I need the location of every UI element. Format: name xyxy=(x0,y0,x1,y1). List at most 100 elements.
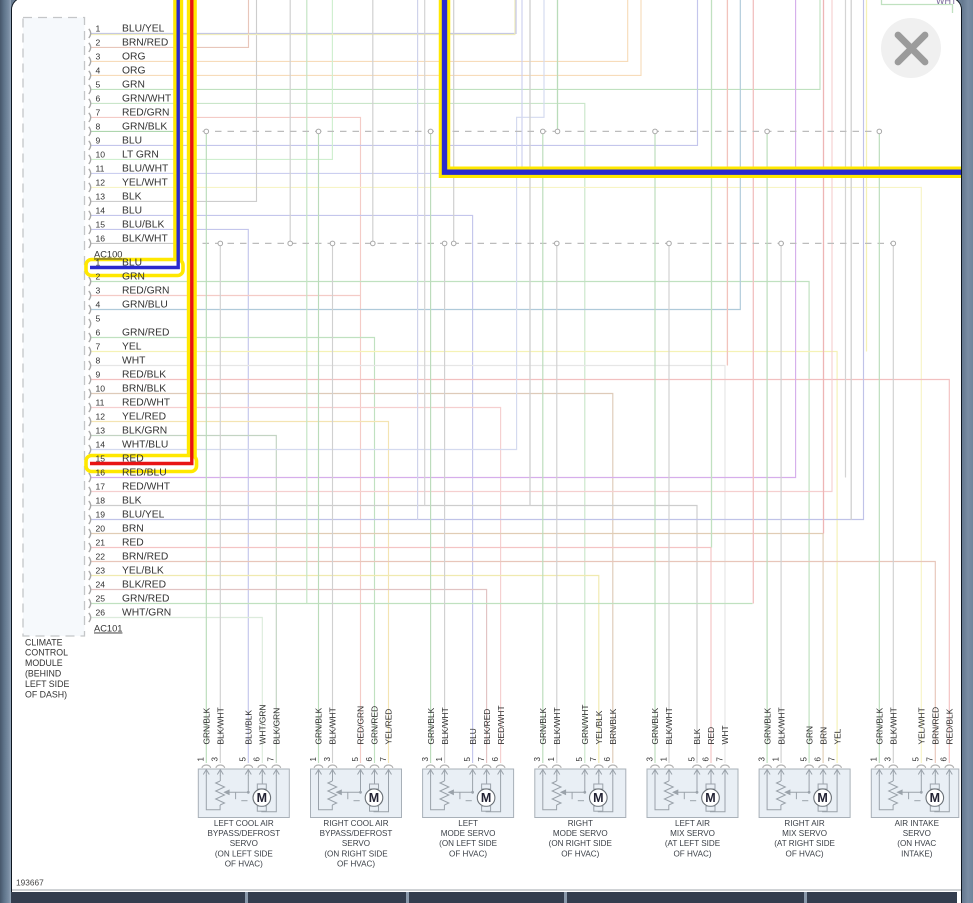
svg-text:BLU: BLU xyxy=(122,257,142,268)
svg-text:ORG: ORG xyxy=(122,51,145,62)
svg-text:3: 3 xyxy=(421,756,430,761)
svg-text:RED: RED xyxy=(706,726,716,744)
svg-text:BRN/RED: BRN/RED xyxy=(122,551,168,562)
svg-text:WHT: WHT xyxy=(122,355,146,366)
svg-text:LT GRN: LT GRN xyxy=(122,149,159,160)
svg-text:BLK/RED: BLK/RED xyxy=(122,579,166,590)
svg-text:5: 5 xyxy=(911,756,920,761)
svg-text:RED/GRN: RED/GRN xyxy=(122,107,169,118)
svg-text:GRN/BLK: GRN/BLK xyxy=(313,707,323,744)
svg-text:9: 9 xyxy=(95,135,100,145)
svg-text:RED/BLK: RED/BLK xyxy=(122,369,166,380)
svg-text:M: M xyxy=(817,791,827,805)
svg-text:BLU/YEL: BLU/YEL xyxy=(122,23,165,34)
svg-text:6: 6 xyxy=(939,756,948,761)
svg-text:7: 7 xyxy=(827,756,836,761)
svg-text:GRN/BLK: GRN/BLK xyxy=(122,121,167,132)
svg-text:7: 7 xyxy=(95,341,100,351)
svg-text:21: 21 xyxy=(95,537,105,547)
svg-text:GRN/BLK: GRN/BLK xyxy=(201,707,211,744)
svg-text:MIX SERVO: MIX SERVO xyxy=(670,829,715,838)
svg-text:(AT LEFT SIDE: (AT LEFT SIDE xyxy=(664,839,720,848)
svg-text:MIX SERVO: MIX SERVO xyxy=(782,829,827,838)
svg-text:CONTROL: CONTROL xyxy=(25,647,68,657)
svg-text:BLU: BLU xyxy=(122,135,142,146)
svg-text:1: 1 xyxy=(95,257,100,267)
svg-text:YEL: YEL xyxy=(832,728,842,744)
svg-text:20: 20 xyxy=(95,523,105,533)
svg-text:RIGHT: RIGHT xyxy=(567,818,592,827)
svg-text:YEL/BLK: YEL/BLK xyxy=(122,565,164,576)
svg-text:1: 1 xyxy=(659,756,668,761)
svg-text:MODULE: MODULE xyxy=(25,658,63,668)
svg-text:7: 7 xyxy=(925,756,934,761)
svg-text:(AT RIGHT SIDE: (AT RIGHT SIDE xyxy=(774,839,835,848)
svg-text:11: 11 xyxy=(95,397,104,407)
svg-text:ORG: ORG xyxy=(122,65,145,76)
svg-text:RED: RED xyxy=(122,537,144,548)
svg-text:BLK/WHT: BLK/WHT xyxy=(664,707,674,744)
svg-text:16: 16 xyxy=(95,467,105,477)
svg-text:YEL: YEL xyxy=(122,341,142,352)
svg-text:WHT/GRN: WHT/GRN xyxy=(257,704,267,744)
svg-text:193667: 193667 xyxy=(16,877,44,887)
svg-text:19: 19 xyxy=(95,509,105,519)
svg-text:14: 14 xyxy=(95,439,105,449)
svg-text:OF HVAC): OF HVAC) xyxy=(449,849,487,858)
svg-text:M: M xyxy=(929,791,939,805)
svg-text:2: 2 xyxy=(95,37,100,47)
svg-text:5: 5 xyxy=(95,313,100,323)
svg-text:(ON HVAC: (ON HVAC xyxy=(897,839,936,848)
svg-text:10: 10 xyxy=(95,383,105,393)
svg-text:RED/BLK: RED/BLK xyxy=(944,708,954,744)
svg-text:GRN/BLU: GRN/BLU xyxy=(122,299,168,310)
svg-text:RED/WHT: RED/WHT xyxy=(122,397,171,408)
svg-text:GRN: GRN xyxy=(122,271,145,282)
svg-text:1: 1 xyxy=(435,756,444,761)
svg-text:OF HVAC): OF HVAC) xyxy=(561,849,599,858)
svg-text:1: 1 xyxy=(547,756,556,761)
svg-text:LEFT COOL AIR: LEFT COOL AIR xyxy=(213,818,273,827)
svg-text:BLK/WHT: BLK/WHT xyxy=(327,707,337,744)
svg-text:11: 11 xyxy=(95,163,104,173)
svg-text:22: 22 xyxy=(95,551,105,561)
svg-text:8: 8 xyxy=(95,355,100,365)
svg-text:YEL/RED: YEL/RED xyxy=(122,411,166,422)
svg-text:YEL/WHT: YEL/WHT xyxy=(122,177,168,188)
svg-text:BLK/GRN: BLK/GRN xyxy=(122,425,167,436)
svg-text:BRN: BRN xyxy=(122,523,144,534)
svg-text:3: 3 xyxy=(757,756,766,761)
svg-text:BLK: BLK xyxy=(122,191,142,202)
svg-text:(BEHIND: (BEHIND xyxy=(25,668,61,678)
svg-text:GRN/BLK: GRN/BLK xyxy=(874,707,884,744)
svg-text:RED/WHT: RED/WHT xyxy=(122,481,171,492)
svg-text:RED/GRN: RED/GRN xyxy=(355,705,365,744)
svg-text:6: 6 xyxy=(364,756,373,761)
svg-text:6: 6 xyxy=(252,756,261,761)
svg-text:BRN/RED: BRN/RED xyxy=(930,706,940,744)
svg-text:7: 7 xyxy=(266,756,275,761)
svg-text:16: 16 xyxy=(95,233,105,243)
svg-text:18: 18 xyxy=(95,495,105,505)
svg-text:M: M xyxy=(368,791,378,805)
svg-text:BLK/RED: BLK/RED xyxy=(481,708,491,744)
svg-text:GRN/BLK: GRN/BLK xyxy=(538,707,548,744)
svg-text:BLU/YEL: BLU/YEL xyxy=(122,509,165,520)
svg-text:1: 1 xyxy=(95,23,100,33)
svg-text:(ON LEFT SIDE: (ON LEFT SIDE xyxy=(214,849,272,858)
svg-text:6: 6 xyxy=(701,756,710,761)
svg-text:BLU/BLK: BLU/BLK xyxy=(243,709,253,744)
svg-text:6: 6 xyxy=(491,756,500,761)
svg-text:GRN/BLK: GRN/BLK xyxy=(762,707,772,744)
svg-text:14: 14 xyxy=(95,205,105,215)
svg-text:WHT/BLU: WHT/BLU xyxy=(122,439,168,450)
svg-text:3: 3 xyxy=(322,756,331,761)
svg-text:15: 15 xyxy=(95,219,105,229)
svg-text:BLU/WHT: BLU/WHT xyxy=(122,163,169,174)
svg-text:4: 4 xyxy=(95,299,100,309)
svg-text:RED/WHT: RED/WHT xyxy=(495,705,505,744)
svg-text:OF DASH): OF DASH) xyxy=(25,689,67,699)
svg-text:6: 6 xyxy=(603,756,612,761)
svg-text:13: 13 xyxy=(95,425,105,435)
svg-text:5: 5 xyxy=(350,756,359,761)
